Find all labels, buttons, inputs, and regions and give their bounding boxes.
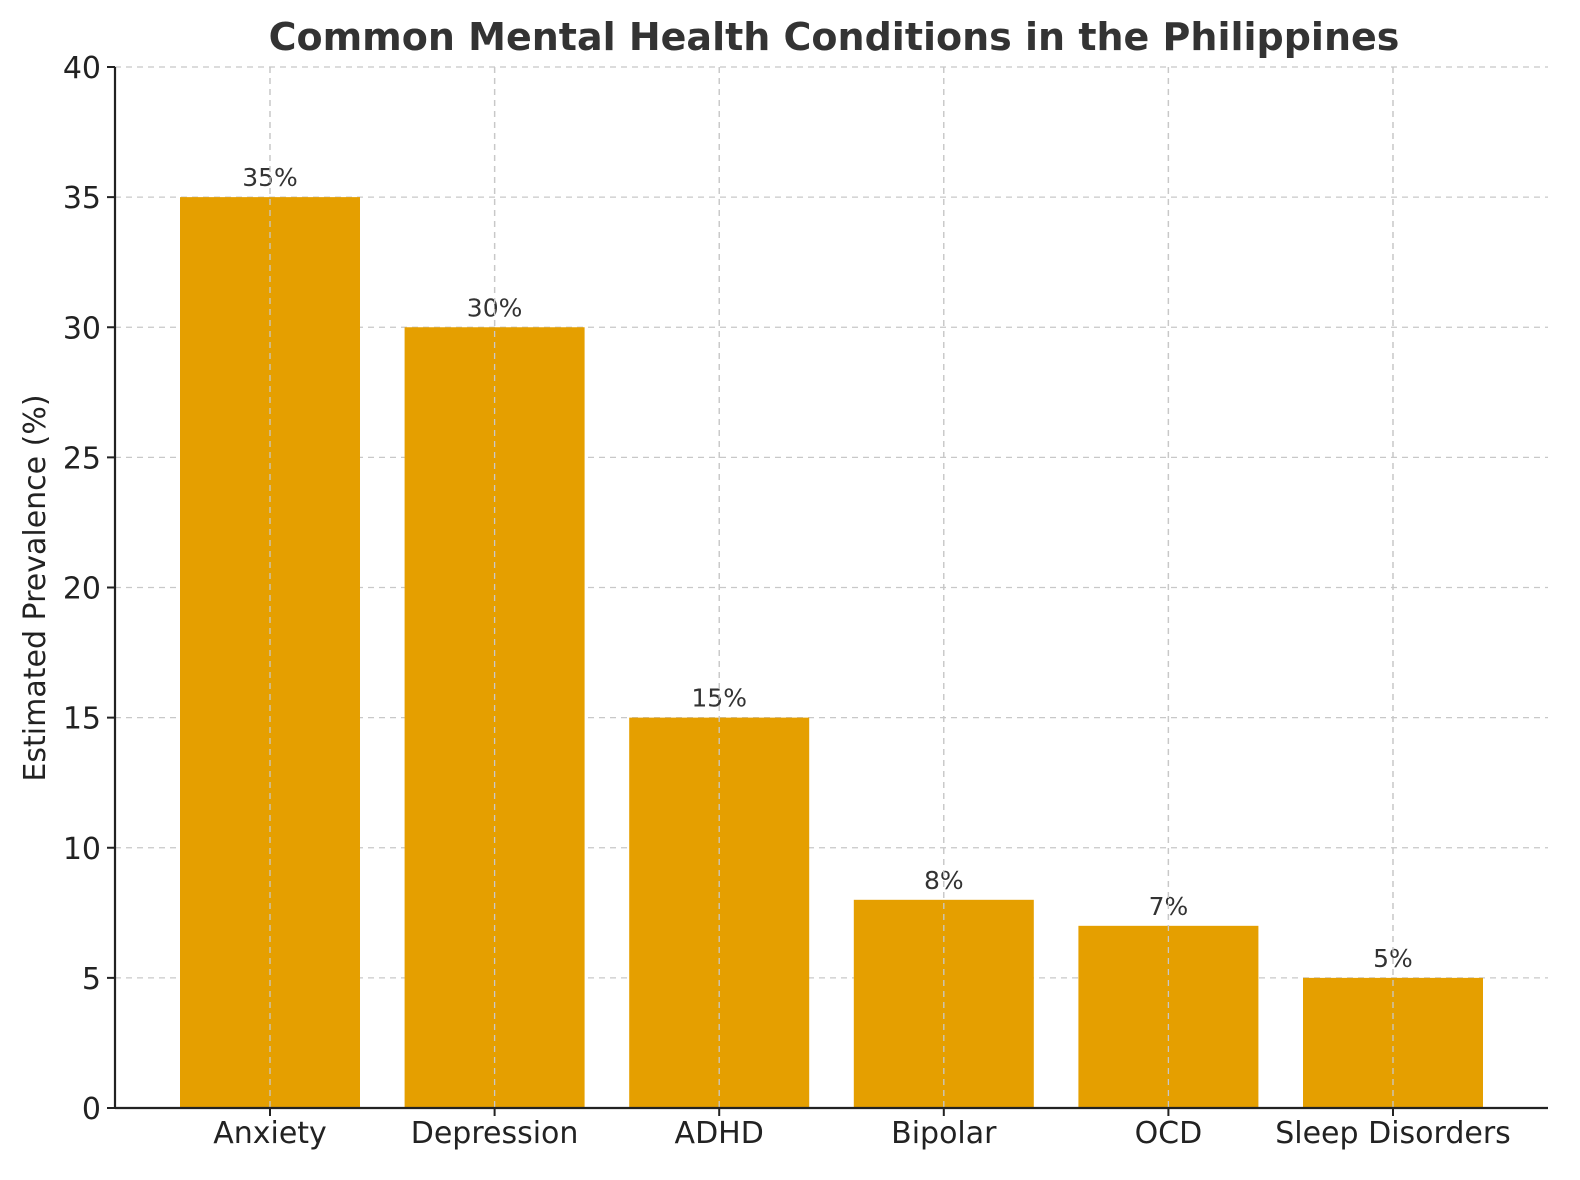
y-tick-label: 0 [82, 1092, 101, 1127]
chart-title: Common Mental Health Conditions in the P… [269, 15, 1400, 59]
bar-sleep-disorders [1303, 977, 1483, 1108]
x-tick-label: Depression [411, 1116, 579, 1151]
x-tick-label: OCD [1135, 1116, 1203, 1151]
y-axis-ticks: 0 5 10 15 20 25 30 35 40 [63, 51, 115, 1127]
bar-value-label: 30% [467, 293, 523, 322]
x-tick-label: ADHD [675, 1116, 764, 1151]
y-tick-label: 35 [63, 181, 101, 216]
y-tick-label: 10 [63, 832, 101, 867]
y-tick-label: 40 [63, 51, 101, 86]
y-tick-label: 20 [63, 572, 101, 607]
y-tick-label: 30 [63, 311, 101, 346]
y-tick-label: 25 [63, 441, 101, 476]
bars [180, 197, 1483, 1108]
x-tick-label: Anxiety [213, 1116, 327, 1151]
x-axis-ticks: Anxiety Depression ADHD Bipolar OCD Sleep Dis… [213, 1108, 1511, 1151]
x-tick-label: Sleep Disorders [1275, 1116, 1511, 1151]
bar-value-labels: 35%30%15%8%7%5% [242, 67, 1413, 1108]
x-tick-label: Bipolar [891, 1116, 997, 1151]
y-tick-label: 15 [63, 702, 101, 737]
y-tick-label: 5 [82, 962, 101, 997]
y-axis-label: Estimated Prevalence (%) [18, 394, 53, 781]
